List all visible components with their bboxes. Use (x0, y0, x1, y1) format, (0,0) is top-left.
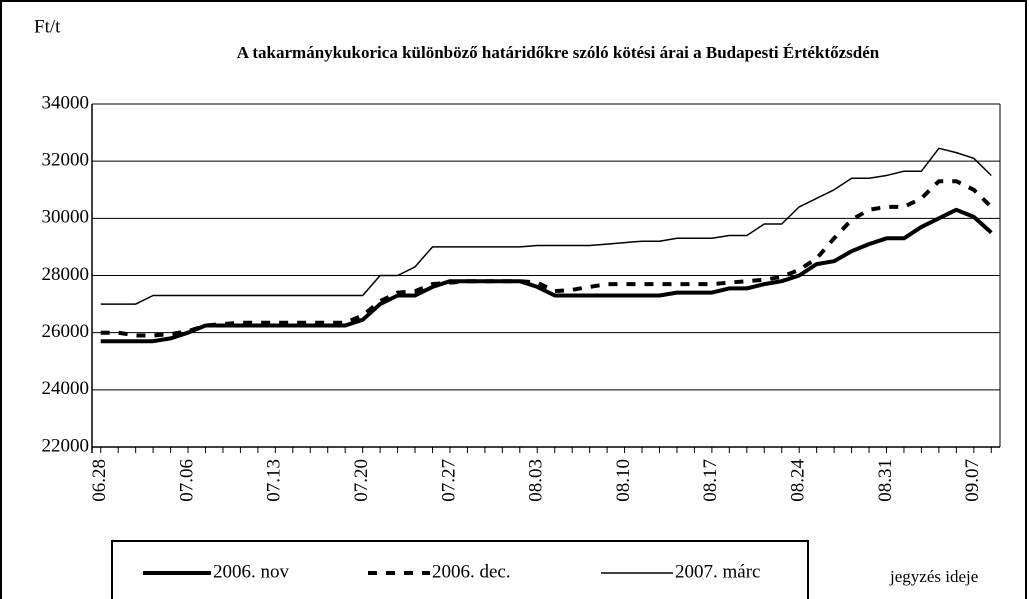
legend-label: 2006. dec. (432, 561, 511, 582)
y-tick-label: 22000 (42, 435, 90, 456)
x-tick-label: 08.17 (700, 459, 721, 502)
legend-box (111, 540, 809, 599)
x-tick-label: 07.20 (351, 459, 372, 502)
legend-label: 2006. nov (213, 561, 290, 582)
x-axis-label: jegyzés ideje (889, 567, 978, 586)
x-tick-label: 08.24 (788, 459, 809, 502)
y-tick-label: 24000 (42, 378, 90, 399)
chart-title: A takarmánykukorica különböző határidőkr… (237, 43, 880, 62)
y-tick-label: 28000 (42, 264, 90, 285)
y-tick-label: 34000 (42, 92, 90, 113)
x-tick-label: 07.27 (438, 459, 459, 502)
x-tick-label: 07.13 (264, 459, 285, 502)
x-tick-label: 07.06 (176, 459, 197, 502)
x-tick-label: 08.10 (613, 459, 634, 502)
x-tick-label: 09.07 (962, 459, 983, 502)
y-tick-label: 32000 (42, 150, 90, 171)
series-line (100, 179, 993, 338)
y-tick-label: 26000 (42, 321, 90, 342)
y-axis-label: Ft/t (34, 16, 61, 37)
series-line (100, 207, 993, 344)
series-line (100, 147, 992, 305)
y-tick-label: 30000 (42, 207, 90, 228)
x-tick-label: 06.28 (89, 459, 110, 502)
x-tick-label: 08.03 (526, 459, 547, 502)
legend-label: 2007. márc (675, 561, 760, 582)
x-tick-label: 08.31 (875, 459, 896, 502)
